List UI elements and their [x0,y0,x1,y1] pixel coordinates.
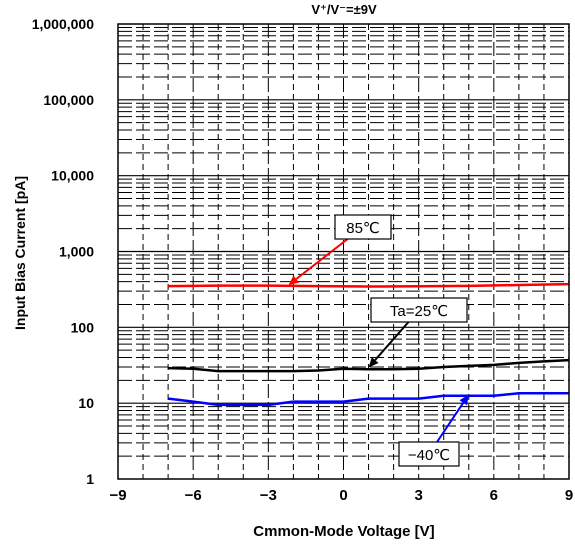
series-label: Ta=25℃ [390,303,448,320]
y-tick-label: 100,000 [43,92,94,108]
series-label: −40℃ [408,447,450,464]
y-tick-label: 100 [71,319,95,335]
series-line [167,392,569,407]
x-tick-label: −3 [260,487,277,504]
plot-frame [117,23,570,480]
callout-box [398,441,460,467]
callout-box [334,214,392,240]
series-line [168,358,570,373]
x-tick-label: 6 [490,487,498,504]
callout-leader [436,402,465,443]
y-tick-label: 10 [78,395,94,411]
y-tick-label: 1,000 [59,244,94,260]
callout-box [370,297,468,323]
callout-leader [374,321,410,361]
series-layer [167,282,570,407]
callout-arrowhead [288,275,299,286]
y-tick-label: 1,000,000 [32,16,94,32]
y-tick-label: 1 [86,471,94,487]
tick-labels: −9 −6 −3 0 3 6 9 1 10 100 1,000 10,000 100,000 1,000,… [32,16,573,504]
y-tick-label: 10,000 [51,168,94,184]
series-label: 85℃ [346,220,380,237]
x-tick-label: −9 [109,487,126,504]
x-tick-label: −6 [185,487,202,504]
x-tick-label: 3 [414,487,422,504]
callout-arrowhead [368,357,379,368]
callout-layer: 85℃ Ta=25℃ −40℃ [288,214,469,467]
x-tick-label: 0 [339,487,347,504]
x-tick-label: 9 [565,487,573,504]
chart-title: V⁺/V⁻=±9V [311,2,377,17]
callout-leader [295,238,349,280]
y-axis-label: Input Bias Current [pA] [12,176,28,330]
grid-layer [118,24,569,479]
callout-arrowhead [459,394,469,406]
series-line [168,282,570,288]
x-axis-label: Cmmon-Mode Voltage [V] [253,523,434,540]
